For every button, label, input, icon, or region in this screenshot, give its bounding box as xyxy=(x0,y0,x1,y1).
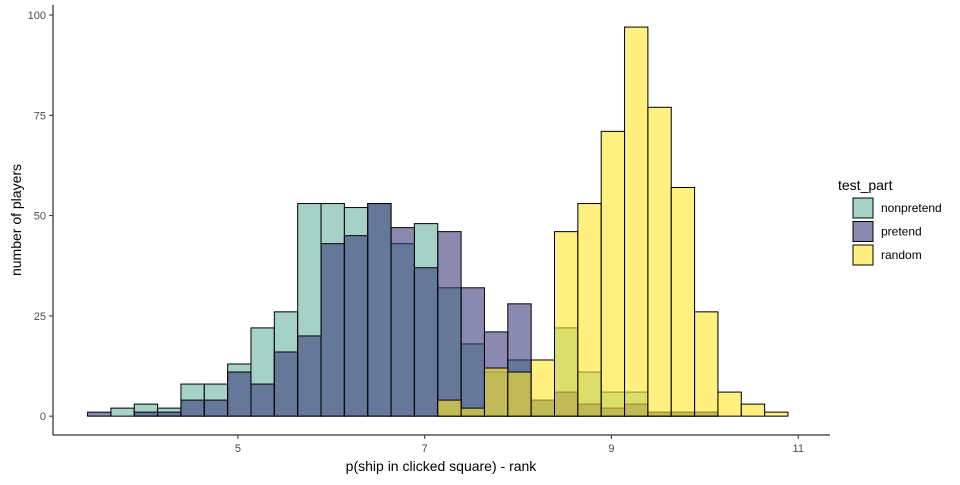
legend-label-random: random xyxy=(881,248,922,262)
bar-pretend xyxy=(273,351,299,417)
bar-pretend xyxy=(367,203,392,417)
legend-key-nonpretend xyxy=(852,197,874,219)
x-ticks: 5 7 9 11 xyxy=(235,435,804,455)
bar-pretend xyxy=(133,411,159,417)
y-ticks: 0 25 50 75 100 xyxy=(28,10,53,423)
bar-pretend xyxy=(250,383,275,417)
legend-key-random xyxy=(852,244,874,266)
x-tick-label: 11 xyxy=(793,443,804,455)
bar-random xyxy=(600,130,626,417)
bar-nonpretend xyxy=(110,407,135,417)
bar-random xyxy=(554,231,579,417)
x-tick-label: 9 xyxy=(608,443,614,455)
bar-random xyxy=(577,203,602,417)
bar-random xyxy=(717,391,742,417)
bar-random xyxy=(647,106,672,417)
x-tick-label: 5 xyxy=(235,443,241,455)
legend-key-pretend xyxy=(852,221,874,242)
y-tick-label: 75 xyxy=(34,110,46,122)
bar-random xyxy=(624,26,649,417)
bar-pretend xyxy=(297,335,322,417)
bar-pretend xyxy=(87,411,112,417)
y-tick-label: 100 xyxy=(28,10,46,22)
legend-label-pretend: pretend xyxy=(881,225,922,239)
legend: test_part nonpretend pretend random xyxy=(838,177,942,266)
x-tick-label: 7 xyxy=(422,443,428,455)
bar-pretend xyxy=(390,227,415,417)
legend-title: test_part xyxy=(838,177,893,193)
bar-pretend xyxy=(460,287,485,417)
legend-label-nonpretend: nonpretend xyxy=(881,201,942,215)
bars-layer xyxy=(87,26,789,417)
bar-random xyxy=(483,367,509,417)
x-axis-title: p(ship in clicked square) - rank xyxy=(346,458,538,474)
bar-pretend xyxy=(180,399,205,417)
bar-random xyxy=(740,403,766,417)
bar-random xyxy=(764,411,789,417)
bar-pretend xyxy=(227,371,252,417)
bar-pretend xyxy=(157,411,182,417)
bar-random xyxy=(530,359,556,417)
bar-random xyxy=(437,399,462,417)
y-tick-label: 25 xyxy=(34,311,46,323)
bar-random xyxy=(460,407,485,417)
bar-pretend xyxy=(413,267,439,417)
bar-pretend xyxy=(437,231,462,417)
bar-random xyxy=(670,187,696,417)
bar-pretend xyxy=(343,235,369,417)
y-tick-label: 0 xyxy=(40,411,46,423)
y-axis-title: number of players xyxy=(8,164,24,276)
bar-pretend xyxy=(320,243,345,417)
bar-random xyxy=(507,371,532,417)
bar-random xyxy=(694,311,719,417)
bar-pretend xyxy=(203,399,229,417)
y-tick-label: 50 xyxy=(34,211,46,223)
